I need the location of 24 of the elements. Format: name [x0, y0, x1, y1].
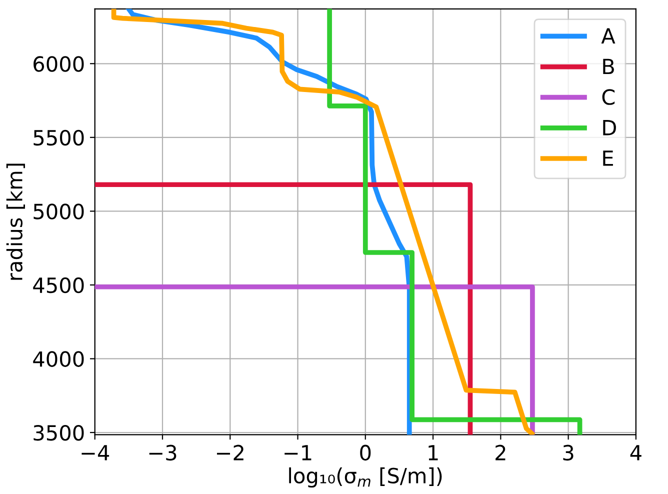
x-tick-label: 4: [630, 445, 642, 460]
legend-label: B: [603, 58, 614, 74]
y-tick-label: 5500: [34, 130, 84, 146]
y-axis-title: radius [km]: [6, 164, 25, 280]
y-tick-label: 4000: [33, 351, 84, 367]
y-tick-label: 4500: [33, 277, 84, 294]
y-tick-label: 3500: [34, 424, 84, 441]
legend-label: A: [601, 28, 616, 44]
x-tick-label: −3: [149, 444, 176, 461]
legend-label: E: [603, 150, 613, 166]
y-tick-label: 6000: [34, 56, 84, 72]
line-series: [111, 8, 534, 435]
x-tick-label: 0: [360, 444, 371, 461]
x-tick-label: −1: [284, 445, 312, 460]
x-axis-title: log₁₀(σ$_{m}$ [S/m]): [289, 467, 442, 488]
legend-label: C: [602, 89, 615, 105]
x-tick-label: 3: [563, 444, 574, 461]
x-tick-label: −2: [216, 444, 244, 460]
y-tick-label: 5000: [34, 204, 84, 220]
x-tick-label: 1: [428, 445, 438, 460]
x-tick-label: 2: [496, 444, 506, 460]
x-tick-label: −4: [82, 445, 110, 460]
legend-label: D: [603, 120, 616, 136]
line-series: [327, 8, 582, 435]
